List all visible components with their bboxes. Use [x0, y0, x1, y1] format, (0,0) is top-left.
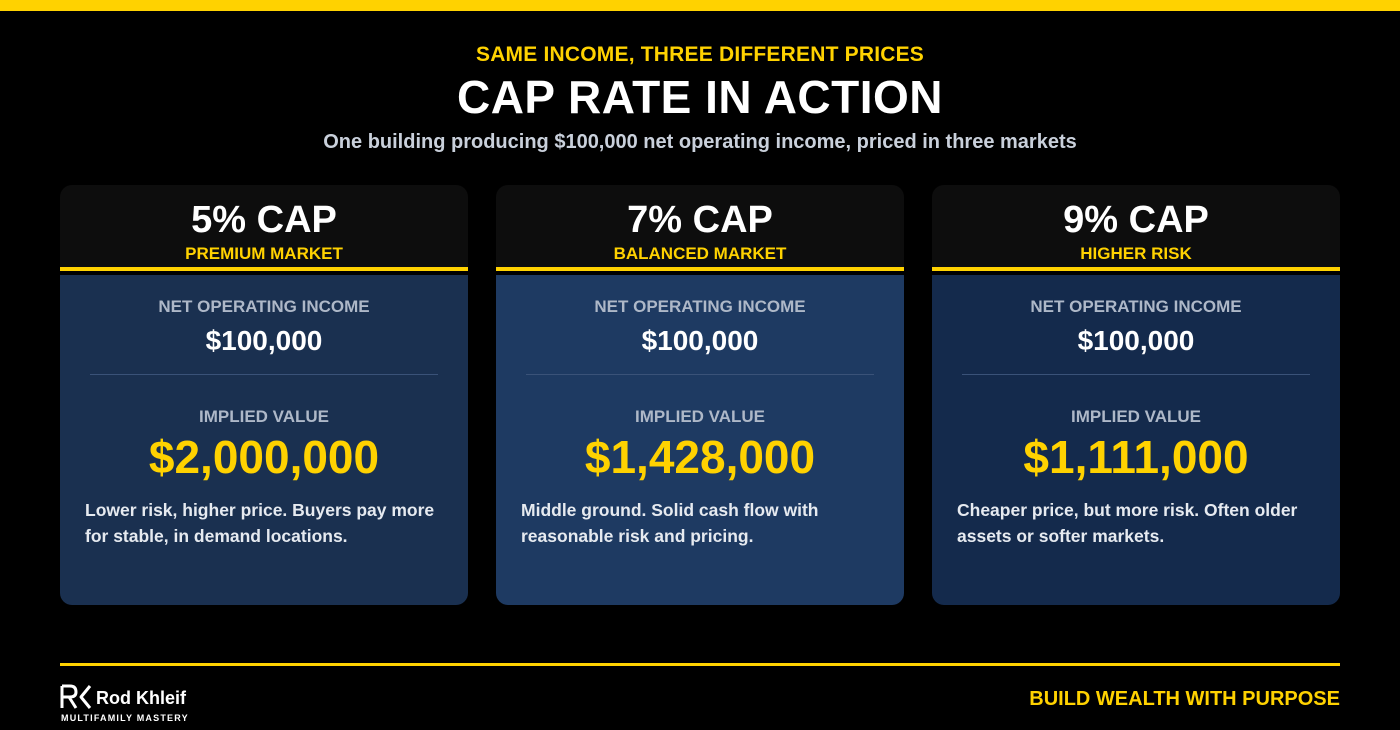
card-description: Lower risk, higher price. Buyers pay mor… [85, 500, 435, 546]
implied-value-label: IMPLIED VALUE [1070, 407, 1202, 426]
noi-label: NET OPERATING INCOME [1030, 297, 1242, 316]
implied-value: $2,000,000 [148, 431, 380, 483]
card-divider [962, 374, 1310, 375]
cap-card-5: 5% CAP PREMIUM MARKET NET OPERATING INCO… [60, 185, 468, 605]
page-title: CAP RATE IN ACTION [456, 71, 944, 123]
cap-rate-label: 9% CAP [1063, 199, 1209, 241]
card-description: Cheaper price, but more risk. Often olde… [957, 500, 1298, 546]
implied-value-label: IMPLIED VALUE [634, 407, 766, 426]
noi-label: NET OPERATING INCOME [594, 297, 806, 316]
card-divider [90, 374, 438, 375]
cap-card-9: 9% CAP HIGHER RISK NET OPERATING INCOME … [932, 185, 1340, 605]
implied-value: $1,428,000 [584, 431, 816, 483]
logo-tagline: MULTIFAMILY MASTERY [61, 713, 189, 723]
card-header: 9% CAP HIGHER RISK [932, 185, 1340, 271]
cap-rate-label: 7% CAP [627, 199, 773, 241]
noi-value: $100,000 [641, 325, 759, 356]
card-header: 5% CAP PREMIUM MARKET [60, 185, 468, 271]
card-header: 7% CAP BALANCED MARKET [496, 185, 904, 271]
brand-logo: Rod Khleif MULTIFAMILY MASTERY [60, 684, 220, 724]
noi-value: $100,000 [1077, 325, 1195, 356]
noi-label: NET OPERATING INCOME [158, 297, 370, 316]
eyebrow-heading: SAME INCOME, THREE DIFFERENT PRICES [475, 43, 925, 66]
cap-rate-label: 5% CAP [191, 199, 337, 241]
market-label: BALANCED MARKET [613, 244, 787, 263]
implied-value-label: IMPLIED VALUE [198, 407, 330, 426]
card-body: NET OPERATING INCOME $100,000 IMPLIED VA… [60, 275, 468, 605]
logo-name: Rod Khleif [96, 688, 186, 708]
card-body: NET OPERATING INCOME $100,000 IMPLIED VA… [932, 275, 1340, 605]
card-description: Middle ground. Solid cash flow with reas… [521, 500, 819, 546]
top-accent-bar [0, 0, 1400, 11]
implied-value: $1,111,000 [1023, 431, 1249, 483]
cap-card-7: 7% CAP BALANCED MARKET NET OPERATING INC… [496, 185, 904, 605]
rk-monogram-icon [60, 684, 92, 709]
market-label: PREMIUM MARKET [185, 244, 343, 263]
noi-value: $100,000 [205, 325, 323, 356]
footer-tagline: BUILD WEALTH WITH PURPOSE [1029, 688, 1340, 710]
card-body: NET OPERATING INCOME $100,000 IMPLIED VA… [496, 275, 904, 605]
page-subtitle: One building producing $100,000 net oper… [323, 131, 1077, 153]
card-divider [526, 374, 874, 375]
market-label: HIGHER RISK [1080, 244, 1192, 263]
footer-divider [60, 663, 1340, 666]
